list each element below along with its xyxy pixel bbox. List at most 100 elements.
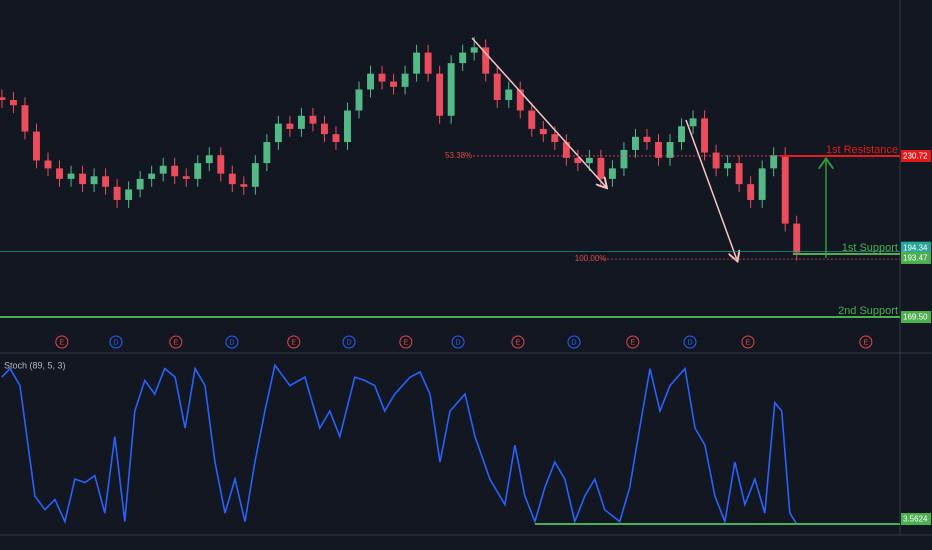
event-label: D — [346, 339, 351, 346]
level-name: 1st Support — [842, 242, 898, 254]
event-label: E — [404, 339, 409, 346]
candle-body — [309, 115, 317, 124]
candle-body — [21, 105, 29, 132]
marks — [0, 36, 801, 525]
candle-body — [217, 155, 225, 174]
candle-body — [228, 173, 236, 185]
candle-body — [585, 157, 593, 164]
candle-body — [701, 118, 709, 153]
candle-body — [712, 152, 720, 169]
event-marker — [683, 335, 697, 349]
candle-body — [148, 173, 156, 179]
candle-body — [597, 157, 605, 179]
candle-body — [551, 134, 559, 143]
price-label: 193.47 — [903, 254, 928, 263]
candle-body — [401, 73, 409, 87]
candle-body — [205, 155, 213, 164]
candle-body — [620, 149, 628, 169]
candle-body — [666, 142, 674, 158]
candle-body — [608, 168, 616, 179]
fib-label: 100.00% — [575, 254, 607, 263]
price-label: 230.72 — [903, 152, 928, 161]
candle-body — [390, 81, 398, 87]
candle-body — [793, 223, 801, 253]
candle-body — [102, 176, 110, 187]
price-label: 3.5624 — [903, 515, 928, 524]
candle-body — [470, 47, 478, 53]
event-label: E — [516, 339, 521, 346]
candle-body — [574, 157, 582, 164]
candle-body — [67, 173, 75, 179]
candle-body — [562, 142, 570, 158]
candle-body — [79, 173, 87, 185]
candle-body — [56, 168, 63, 179]
candle-body — [367, 73, 374, 90]
candle-body — [263, 142, 271, 164]
candle-body — [539, 128, 547, 135]
event-marker — [626, 335, 640, 349]
event-label: D — [687, 339, 692, 346]
event-label: E — [174, 339, 179, 346]
candle-body — [113, 186, 121, 200]
event-marker — [859, 335, 873, 349]
candle-body — [240, 184, 248, 187]
event-label: D — [456, 339, 461, 346]
indicator-title: Stoch (89, 5, 3) — [4, 360, 66, 370]
candle-body — [735, 163, 743, 185]
price-label: 194.34 — [903, 243, 928, 252]
candle-body — [447, 63, 455, 116]
candle-body — [689, 118, 697, 127]
event-marker — [109, 335, 123, 349]
candle-body — [297, 115, 305, 129]
candle-body — [424, 52, 432, 74]
trend-arrow — [471, 37, 606, 187]
price-label: 169.50 — [903, 313, 928, 322]
candle-body — [344, 110, 351, 143]
candle-body — [159, 165, 167, 174]
candle-body — [9, 99, 17, 106]
candle-body — [251, 163, 259, 187]
candle-body — [678, 126, 685, 143]
candle-body — [44, 160, 52, 169]
event-marker — [225, 335, 239, 349]
event-label: D — [571, 339, 576, 346]
candle-body — [724, 163, 732, 169]
event-marker — [511, 335, 525, 349]
candle-body — [274, 123, 282, 143]
event-marker — [287, 335, 301, 349]
event-marker — [451, 335, 465, 349]
event-label: E — [291, 339, 296, 346]
candle-body — [505, 89, 513, 100]
candle-body — [33, 131, 40, 161]
overlays: 53.38% 100.00% 194.34 1st Resistance 230.72 1… — [0, 144, 931, 526]
price-label-box — [901, 251, 931, 264]
event-marker — [342, 335, 356, 349]
event-marker — [567, 335, 581, 349]
candle-body — [194, 163, 202, 179]
candle-body — [0, 97, 6, 100]
candle-body — [643, 136, 651, 143]
fib-label: 53.38% — [445, 151, 472, 160]
price-label-box — [901, 149, 931, 162]
level-name: 2nd Support — [838, 305, 898, 317]
event-marker — [399, 335, 413, 349]
candle-body — [182, 176, 190, 179]
candle-body — [413, 52, 421, 74]
price-label-box — [901, 241, 931, 254]
candle-body — [378, 73, 386, 82]
event-label: E — [630, 339, 635, 346]
price-label-box — [901, 311, 931, 324]
candle-body — [90, 176, 98, 185]
candle-body — [781, 155, 789, 224]
candle-body — [747, 184, 755, 200]
event-label: E — [59, 339, 64, 346]
candle-body — [436, 73, 444, 116]
candle-body — [493, 73, 501, 100]
event-label: D — [113, 339, 118, 346]
candle-body — [770, 155, 778, 169]
candle-body — [516, 89, 524, 111]
stoch-line — [1, 363, 798, 525]
level-name: 1st Resistance — [826, 144, 898, 156]
